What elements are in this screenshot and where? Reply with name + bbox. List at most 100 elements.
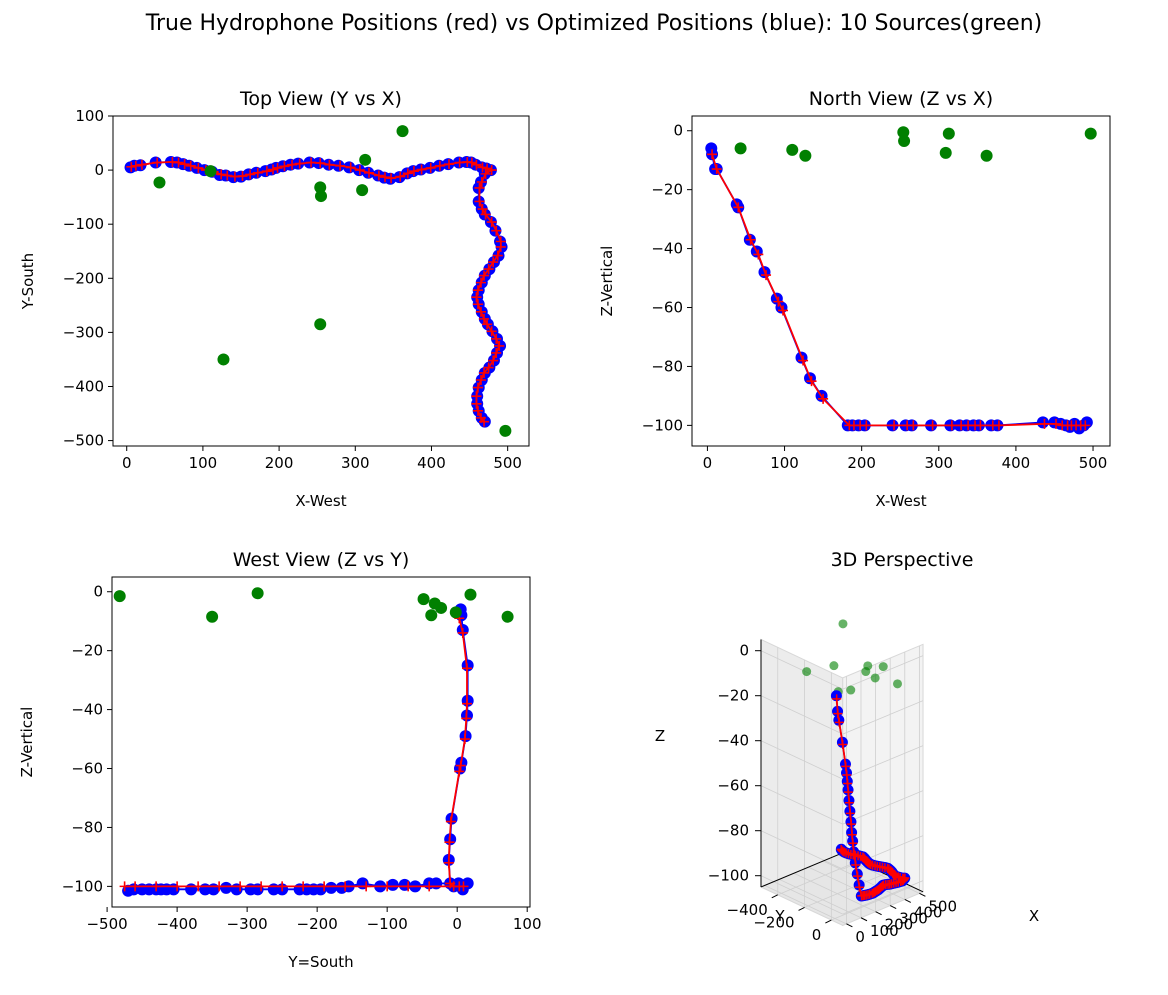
- x-tick-mark: [889, 905, 897, 910]
- true-position-point: [386, 173, 397, 184]
- true-position-point: [479, 270, 490, 281]
- true-position-point: [425, 162, 436, 173]
- optimized-position-point: [386, 878, 399, 891]
- plot-data-layer: [113, 587, 514, 897]
- true-position-point: [459, 734, 470, 745]
- plot-frame: [112, 115, 530, 447]
- y-tick-label: 100: [75, 107, 104, 125]
- grid-line: [842, 790, 924, 825]
- source-point: [251, 587, 264, 600]
- x-tick-label: −400: [157, 915, 198, 933]
- y-tick-label: −500: [63, 432, 104, 450]
- true-position-point: [361, 881, 372, 892]
- optimized-position-point: [185, 883, 198, 896]
- y-tick-label: −60: [651, 299, 683, 317]
- source-point: [939, 146, 952, 159]
- true-position-point: [733, 202, 744, 213]
- true-position-point: [927, 420, 938, 431]
- true-position-point: [476, 375, 486, 385]
- y-tick-label: −300: [63, 323, 104, 341]
- true-position-point: [476, 306, 486, 317]
- figure-suptitle: True Hydrophone Positions (red) vs Optim…: [145, 11, 1042, 36]
- source-point: [846, 685, 856, 695]
- x-tick-label: 200: [847, 454, 876, 472]
- y-tick-label: −40: [71, 701, 103, 719]
- true-position-point: [152, 157, 163, 168]
- true-position-point: [494, 340, 505, 351]
- true-position-point: [193, 162, 204, 173]
- true-position-point: [486, 165, 497, 176]
- true-position-point: [179, 159, 190, 170]
- true-position-point: [335, 160, 346, 171]
- source-point: [153, 176, 166, 189]
- optimized-position-point: [1036, 416, 1049, 429]
- panel-north-view: North View (Z vs X) 0 100 200 300 400 500 −100 −…: [598, 88, 1111, 510]
- true-position-point: [382, 881, 393, 892]
- true-position-point: [975, 420, 986, 431]
- grid-line: [760, 740, 843, 780]
- true-position-point: [126, 161, 137, 172]
- source-point: [204, 165, 217, 178]
- true-position-point: [457, 627, 468, 638]
- source-point: [897, 126, 910, 139]
- true-position-point: [861, 420, 872, 431]
- series-line-true: [131, 161, 502, 423]
- true-position-point: [216, 169, 227, 180]
- y-axis-line: [760, 852, 842, 888]
- source-point: [734, 142, 747, 155]
- plot-frame: [111, 576, 531, 908]
- x-tick-label: 200: [265, 454, 294, 472]
- true-position-point: [214, 881, 225, 892]
- x-tick-label: −100: [367, 915, 408, 933]
- true-position-point: [492, 250, 503, 261]
- plot-title: West View (Z vs Y): [233, 549, 410, 571]
- optimized-position-point: [325, 881, 338, 894]
- true-position-point: [488, 355, 499, 366]
- source-point: [315, 190, 327, 203]
- source-point: [396, 125, 409, 138]
- y-tick-label: −20: [651, 181, 683, 199]
- x-tick-mark: [919, 892, 926, 897]
- true-position-point: [946, 420, 957, 431]
- true-position-point: [261, 166, 272, 177]
- y-tick-label: 0: [94, 161, 104, 179]
- x-axis-label: X-West: [295, 492, 346, 510]
- source-point: [799, 149, 812, 162]
- true-position-point: [1039, 418, 1050, 429]
- true-position-point: [235, 881, 246, 892]
- true-position-point: [416, 164, 427, 175]
- true-position-point: [403, 881, 414, 892]
- true-position-point: [222, 170, 233, 181]
- x-tick-label: 400: [417, 454, 446, 472]
- panel-3d-perspective: 3D Perspective 0 −20 −40 −60 −80 −100 0 10020030…: [655, 549, 1039, 946]
- grid-line: [779, 878, 862, 919]
- source-point: [359, 153, 372, 166]
- x-tick-label: 300: [899, 910, 928, 928]
- true-position-point: [486, 217, 497, 228]
- source-point: [425, 609, 438, 622]
- x-tick-mark: [875, 911, 882, 916]
- true-position-point: [193, 881, 204, 892]
- true-position-point: [252, 167, 263, 178]
- x-tick-label: 0: [855, 928, 865, 946]
- grid-line: [804, 873, 886, 908]
- true-position-point: [483, 362, 494, 373]
- true-position-point: [471, 159, 482, 170]
- true-position-point: [402, 168, 413, 179]
- grid-line: [808, 866, 891, 906]
- true-position-point: [1080, 420, 1091, 431]
- true-position-point: [745, 234, 756, 245]
- y-axis-label: Z-Vertical: [598, 246, 616, 317]
- true-position-point: [993, 420, 1004, 431]
- source-point: [217, 353, 230, 366]
- y-tick-mark: [825, 919, 832, 924]
- y-tick-label: 0: [93, 583, 103, 601]
- source-point: [435, 601, 448, 614]
- source-point: [870, 673, 880, 683]
- y-axis-label: Y: [774, 907, 785, 925]
- true-position-point: [488, 257, 499, 268]
- x-tick-label: 500: [1079, 454, 1108, 472]
- grid-line: [764, 885, 847, 925]
- series-line-optimized: [710, 148, 1088, 430]
- true-position-point: [345, 162, 356, 173]
